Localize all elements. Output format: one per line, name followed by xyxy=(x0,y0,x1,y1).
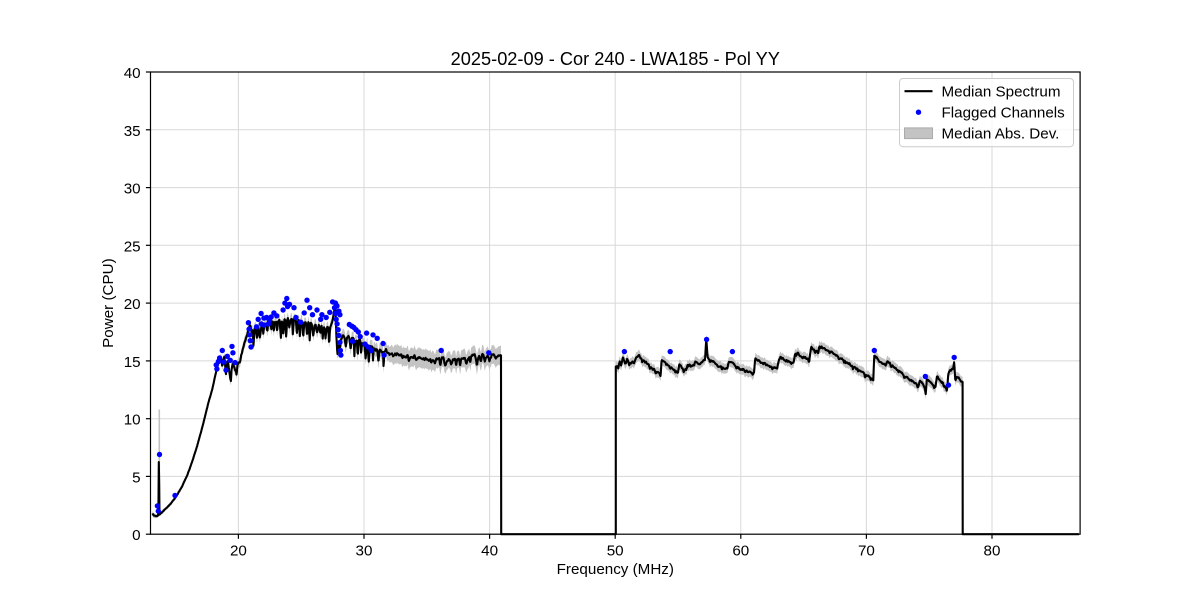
svg-text:60: 60 xyxy=(732,543,749,560)
svg-text:30: 30 xyxy=(124,181,141,198)
svg-text:20: 20 xyxy=(230,543,247,560)
svg-text:10: 10 xyxy=(124,412,141,429)
svg-text:5: 5 xyxy=(132,469,140,486)
svg-text:40: 40 xyxy=(481,543,498,560)
svg-text:Median Spectrum: Median Spectrum xyxy=(942,84,1061,101)
svg-text:Median Abs. Dev.: Median Abs. Dev. xyxy=(942,126,1060,143)
svg-text:30: 30 xyxy=(356,543,373,560)
svg-text:Frequency (MHz): Frequency (MHz) xyxy=(557,561,674,578)
svg-text:0: 0 xyxy=(132,527,140,544)
svg-text:80: 80 xyxy=(984,543,1001,560)
svg-text:20: 20 xyxy=(124,296,141,313)
svg-text:35: 35 xyxy=(124,123,141,140)
svg-text:Flagged Channels: Flagged Channels xyxy=(942,105,1066,122)
svg-text:2025-02-09 - Cor 240 - LWA185: 2025-02-09 - Cor 240 - LWA185 - Pol YY xyxy=(451,49,780,69)
svg-text:Power (CPU): Power (CPU) xyxy=(100,258,117,347)
svg-text:25: 25 xyxy=(124,238,141,255)
svg-text:15: 15 xyxy=(124,354,141,371)
svg-text:40: 40 xyxy=(124,65,141,82)
svg-text:70: 70 xyxy=(858,543,875,560)
svg-text:50: 50 xyxy=(607,543,624,560)
